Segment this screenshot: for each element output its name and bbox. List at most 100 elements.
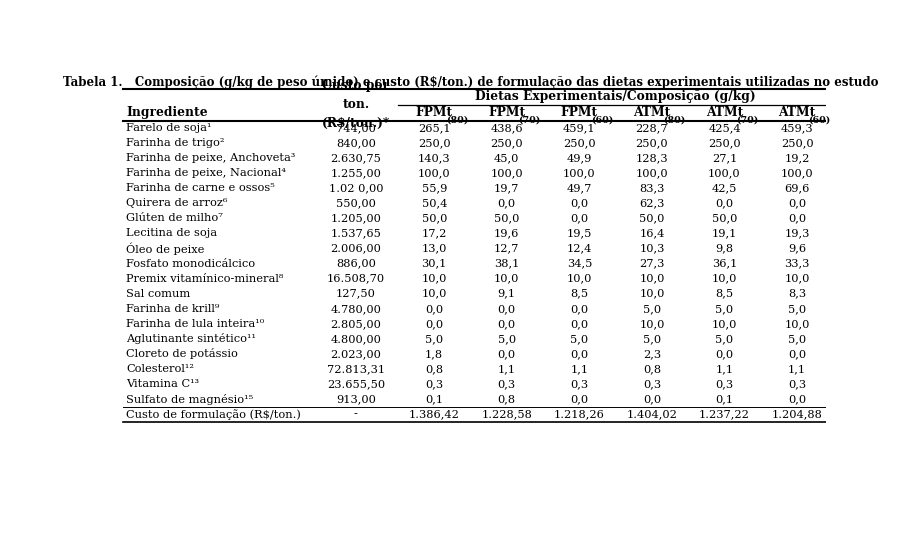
Text: 12,7: 12,7 xyxy=(494,244,520,254)
Text: 10,0: 10,0 xyxy=(639,319,665,329)
Text: 250,0: 250,0 xyxy=(780,138,813,148)
Text: 10,0: 10,0 xyxy=(711,319,737,329)
Text: 459,1: 459,1 xyxy=(563,123,596,133)
Text: 49,9: 49,9 xyxy=(566,153,592,163)
Text: 19,6: 19,6 xyxy=(494,229,520,238)
Text: Premix vitamínico-mineral⁸: Premix vitamínico-mineral⁸ xyxy=(126,274,284,283)
Text: (60): (60) xyxy=(809,116,831,125)
Text: 100,0: 100,0 xyxy=(563,168,596,178)
Text: 913,00: 913,00 xyxy=(336,394,375,404)
Text: Lecitina de soja: Lecitina de soja xyxy=(126,229,218,238)
Text: 50,0: 50,0 xyxy=(494,213,520,223)
Text: 0,0: 0,0 xyxy=(715,349,733,359)
Text: 23.655,50: 23.655,50 xyxy=(327,379,385,389)
Text: 1,8: 1,8 xyxy=(425,349,443,359)
Text: Custo por
ton.
(R$/ton.)*: Custo por ton. (R$/ton.)* xyxy=(322,79,390,130)
Text: 34,5: 34,5 xyxy=(566,258,592,269)
Text: 0,3: 0,3 xyxy=(715,379,733,389)
Text: 19,5: 19,5 xyxy=(566,229,592,238)
Text: 5,0: 5,0 xyxy=(570,334,588,344)
Text: FPMt: FPMt xyxy=(416,106,453,119)
Text: 50,4: 50,4 xyxy=(421,198,447,209)
Text: 140,3: 140,3 xyxy=(418,153,451,163)
Text: 840,00: 840,00 xyxy=(336,138,375,148)
Text: 1.02 0,00: 1.02 0,00 xyxy=(329,184,383,193)
Text: 62,3: 62,3 xyxy=(639,198,665,209)
Text: 8,5: 8,5 xyxy=(715,289,733,299)
Text: 0,0: 0,0 xyxy=(498,304,516,314)
Text: Farinha de lula inteira¹⁰: Farinha de lula inteira¹⁰ xyxy=(126,319,264,329)
Text: Vitamina C¹³: Vitamina C¹³ xyxy=(126,379,199,389)
Text: 10,0: 10,0 xyxy=(639,274,665,283)
Text: Colesterol¹²: Colesterol¹² xyxy=(126,364,194,374)
Text: 250,0: 250,0 xyxy=(708,138,741,148)
Text: 36,1: 36,1 xyxy=(711,258,737,269)
Text: 1,1: 1,1 xyxy=(498,364,516,374)
Text: Sal comum: Sal comum xyxy=(126,289,190,299)
Text: 250,0: 250,0 xyxy=(418,138,451,148)
Text: 0,0: 0,0 xyxy=(425,304,443,314)
Text: 8,3: 8,3 xyxy=(788,289,806,299)
Text: Farinha de carne e ossos⁵: Farinha de carne e ossos⁵ xyxy=(126,184,275,193)
Text: 0,8: 0,8 xyxy=(425,364,443,374)
Text: 50,0: 50,0 xyxy=(711,213,737,223)
Text: 69,6: 69,6 xyxy=(784,184,810,193)
Text: 72.813,31: 72.813,31 xyxy=(327,364,385,374)
Text: 16.508,70: 16.508,70 xyxy=(327,274,385,283)
Text: 1.228,58: 1.228,58 xyxy=(481,409,532,419)
Text: 10,0: 10,0 xyxy=(566,274,592,283)
Text: 42,5: 42,5 xyxy=(711,184,737,193)
Text: 27,1: 27,1 xyxy=(711,153,737,163)
Text: 228,7: 228,7 xyxy=(635,123,668,133)
Text: 19,7: 19,7 xyxy=(494,184,520,193)
Text: 459,3: 459,3 xyxy=(780,123,813,133)
Text: 10,0: 10,0 xyxy=(784,319,810,329)
Text: 0,0: 0,0 xyxy=(570,198,588,209)
Text: 1,1: 1,1 xyxy=(715,364,733,374)
Text: 886,00: 886,00 xyxy=(336,258,375,269)
Text: 50,0: 50,0 xyxy=(421,213,447,223)
Text: Cloreto de potássio: Cloreto de potássio xyxy=(126,349,238,359)
Text: (70): (70) xyxy=(736,116,758,125)
Text: 1.205,00: 1.205,00 xyxy=(330,213,381,223)
Text: 1,1: 1,1 xyxy=(570,364,588,374)
Text: 50,0: 50,0 xyxy=(639,213,665,223)
Text: 0,0: 0,0 xyxy=(570,213,588,223)
Text: 0,0: 0,0 xyxy=(788,349,806,359)
Text: 17,2: 17,2 xyxy=(421,229,447,238)
Text: 100,0: 100,0 xyxy=(635,168,668,178)
Text: 10,0: 10,0 xyxy=(711,274,737,283)
Text: 33,3: 33,3 xyxy=(784,258,810,269)
Text: 1,1: 1,1 xyxy=(788,364,806,374)
Text: Farinha de peixe, Nacional⁴: Farinha de peixe, Nacional⁴ xyxy=(126,168,286,178)
Text: 0,0: 0,0 xyxy=(570,319,588,329)
Text: 0,0: 0,0 xyxy=(498,319,516,329)
Text: Sulfato de magnésio¹⁵: Sulfato de magnésio¹⁵ xyxy=(126,394,253,405)
Text: (80): (80) xyxy=(446,116,468,125)
Text: 19,1: 19,1 xyxy=(711,229,737,238)
Text: ATMt: ATMt xyxy=(778,106,816,119)
Text: 1.386,42: 1.386,42 xyxy=(409,409,460,419)
Text: 12,4: 12,4 xyxy=(566,244,592,254)
Text: 0,3: 0,3 xyxy=(425,379,443,389)
Text: 5,0: 5,0 xyxy=(643,334,661,344)
Text: Quirera de arroz⁶: Quirera de arroz⁶ xyxy=(126,198,228,209)
Text: 1.255,00: 1.255,00 xyxy=(330,168,381,178)
Text: 10,0: 10,0 xyxy=(639,289,665,299)
Text: 5,0: 5,0 xyxy=(425,334,443,344)
Text: -: - xyxy=(354,409,358,419)
Text: Farinha de krill⁹: Farinha de krill⁹ xyxy=(126,304,219,314)
Text: 10,0: 10,0 xyxy=(421,274,447,283)
Text: Óleo de peixe: Óleo de peixe xyxy=(126,242,205,255)
Text: 744,00: 744,00 xyxy=(336,123,375,133)
Text: 0,0: 0,0 xyxy=(788,213,806,223)
Text: 0,0: 0,0 xyxy=(425,319,443,329)
Text: Glúten de milho⁷: Glúten de milho⁷ xyxy=(126,213,223,223)
Text: 19,2: 19,2 xyxy=(784,153,810,163)
Text: 5,0: 5,0 xyxy=(788,334,806,344)
Text: 9,6: 9,6 xyxy=(788,244,806,254)
Text: 1.537,65: 1.537,65 xyxy=(330,229,381,238)
Text: 100,0: 100,0 xyxy=(490,168,523,178)
Text: 10,0: 10,0 xyxy=(421,289,447,299)
Text: Farinha de peixe, Anchoveta³: Farinha de peixe, Anchoveta³ xyxy=(126,153,296,163)
